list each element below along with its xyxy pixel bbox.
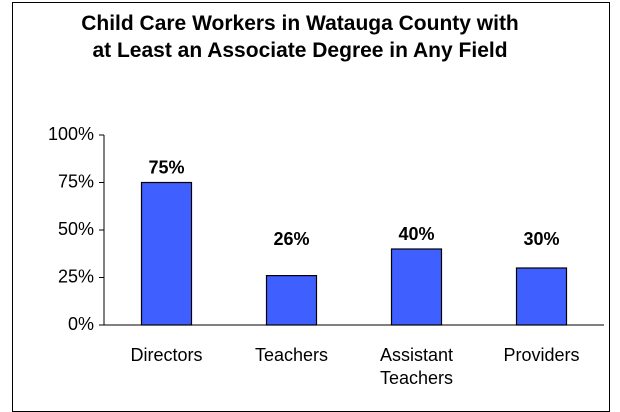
chart-title: Child Care Workers in Watauga County wit… bbox=[81, 12, 519, 62]
x-tick-label: Assistant Teachers bbox=[379, 345, 454, 388]
x-tick-label: Directors bbox=[130, 345, 203, 365]
y-tick-label: 0% bbox=[68, 314, 94, 334]
page: Child Care Workers in Watauga County wit… bbox=[12, 2, 610, 412]
bar bbox=[390, 248, 443, 326]
y-tick-label: 75% bbox=[58, 171, 94, 191]
value-label: 40% bbox=[398, 224, 434, 244]
value-label: 26% bbox=[273, 229, 309, 249]
y-tick-label: 100% bbox=[48, 124, 94, 144]
y-tick-label: 25% bbox=[58, 266, 94, 286]
bar bbox=[140, 181, 193, 326]
bar bbox=[515, 267, 568, 326]
chart: 0% 25% 50% 75% 100% 75% 26% 40% 30% bbox=[48, 124, 604, 334]
value-label: 75% bbox=[148, 157, 184, 177]
value-label: 30% bbox=[523, 229, 559, 249]
y-tick-label: 50% bbox=[58, 219, 94, 239]
x-tick-label: Providers bbox=[503, 345, 580, 365]
x-tick-label: Teachers bbox=[254, 345, 329, 365]
bar bbox=[265, 275, 318, 326]
